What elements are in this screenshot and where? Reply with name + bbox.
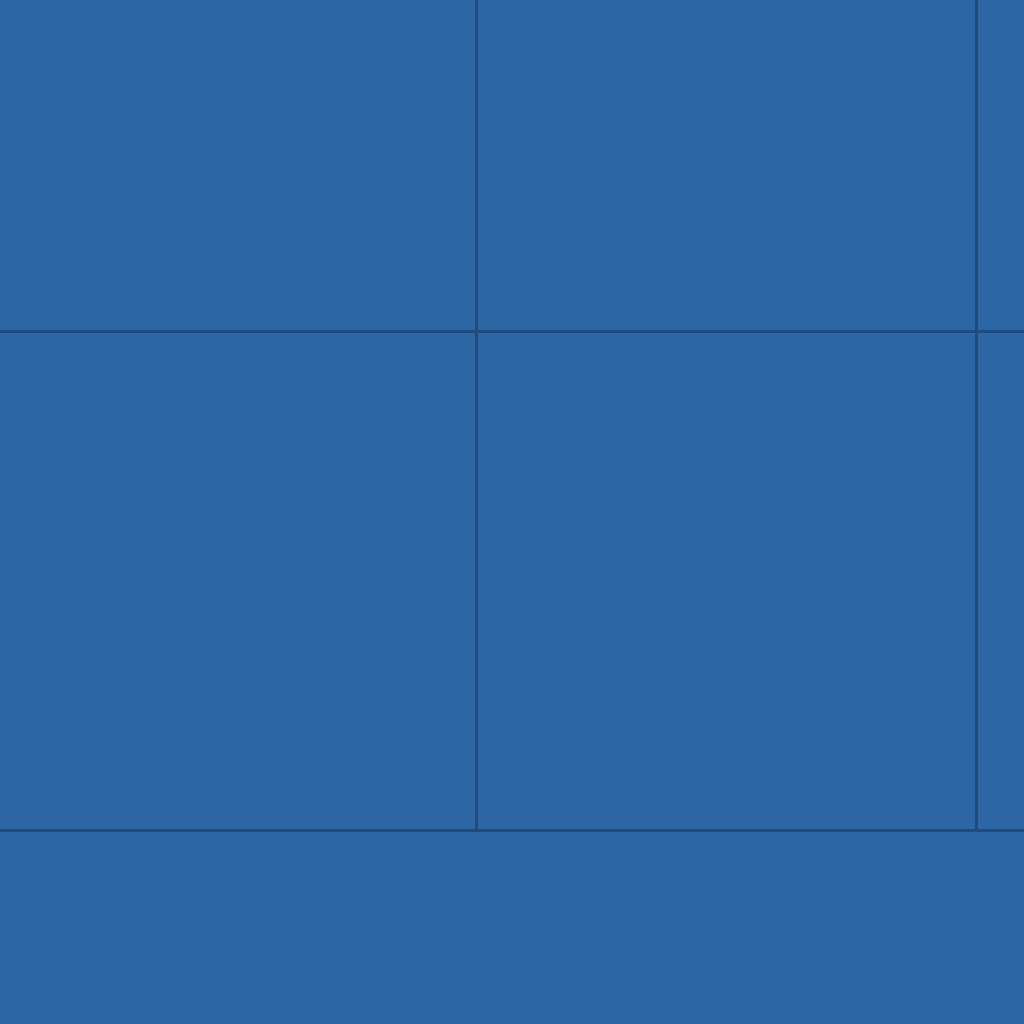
horizontal-divider-bottom <box>0 829 1024 832</box>
grid-panel-middle-left <box>0 333 475 829</box>
grid-panel-bottom <box>0 832 1024 1024</box>
grid-panel-middle-right <box>978 333 1024 829</box>
grid-panel-middle-center <box>478 333 975 829</box>
vertical-divider-left <box>475 0 478 832</box>
vertical-divider-right <box>975 0 978 832</box>
grid-panel-top-center <box>478 0 975 330</box>
grid-panel-top-right <box>978 0 1024 330</box>
horizontal-divider-top <box>0 330 1024 333</box>
grid-panel-top-left <box>0 0 475 330</box>
